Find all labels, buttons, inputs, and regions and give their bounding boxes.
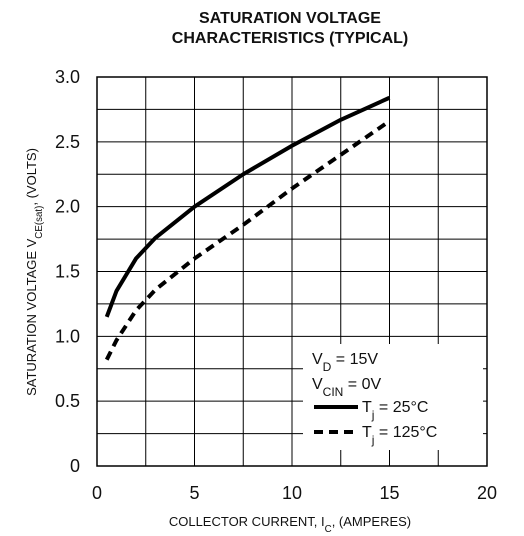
x-tick-label: 0 xyxy=(92,483,102,503)
series-line xyxy=(104,95,391,318)
x-axis-label-sub: C xyxy=(325,524,332,535)
legend-label: Tj = 25°C xyxy=(362,399,428,422)
x-axis-label-rest: , (AMPERES) xyxy=(332,514,411,529)
y-tick-label: 2.5 xyxy=(55,132,80,152)
legend-label-sub: j xyxy=(371,433,375,447)
y-tick-label: 1.5 xyxy=(55,262,80,282)
y-tick-label: 0.5 xyxy=(55,391,80,411)
legend-label-sub: j xyxy=(371,408,375,422)
series-line xyxy=(104,119,391,361)
y-tick-label: 0 xyxy=(70,456,80,476)
legend-condition-sub: D xyxy=(323,360,332,374)
legend-condition: VCIN = 0V xyxy=(312,376,381,399)
x-tick-label: 15 xyxy=(379,483,399,503)
legend-condition-main: V xyxy=(312,376,323,393)
x-tick-label: 5 xyxy=(189,483,199,503)
legend-label: Tj = 125°C xyxy=(362,424,437,447)
legend-condition: VD = 15V xyxy=(312,351,378,374)
legend-condition-rest: = 15V xyxy=(331,351,378,368)
y-axis-label-main: SATURATION VOLTAGE V xyxy=(24,238,39,396)
legend-label-rest: = 25°C xyxy=(374,399,428,416)
x-tick-label: 10 xyxy=(282,483,302,503)
legend-condition-sub: CIN xyxy=(323,385,344,399)
legend-condition-rest: = 0V xyxy=(343,376,381,393)
y-tick-label: 3.0 xyxy=(55,67,80,87)
y-axis-label: SATURATION VOLTAGE VCE(sat), (VOLTS) xyxy=(24,148,45,396)
chart-title: CHARACTERISTICS (TYPICAL) xyxy=(172,30,408,47)
y-axis-label-sub: CE(sat) xyxy=(34,206,45,239)
legend-condition-main: V xyxy=(312,351,323,368)
y-tick-label: 1.0 xyxy=(55,326,80,346)
x-tick-label: 20 xyxy=(477,483,497,503)
legend-label-main: T xyxy=(362,399,372,416)
plot-frame xyxy=(96,76,488,467)
x-axis-label: COLLECTOR CURRENT, IC, (AMPERES) xyxy=(169,514,411,535)
legend-label-main: T xyxy=(362,424,372,441)
y-tick-label: 2.0 xyxy=(55,197,80,217)
legend-label-rest: = 125°C xyxy=(374,424,437,441)
chart-title: SATURATION VOLTAGE xyxy=(199,10,381,27)
x-axis-label-main: COLLECTOR CURRENT, I xyxy=(169,514,325,529)
y-axis-label-rest: , (VOLTS) xyxy=(24,148,39,206)
